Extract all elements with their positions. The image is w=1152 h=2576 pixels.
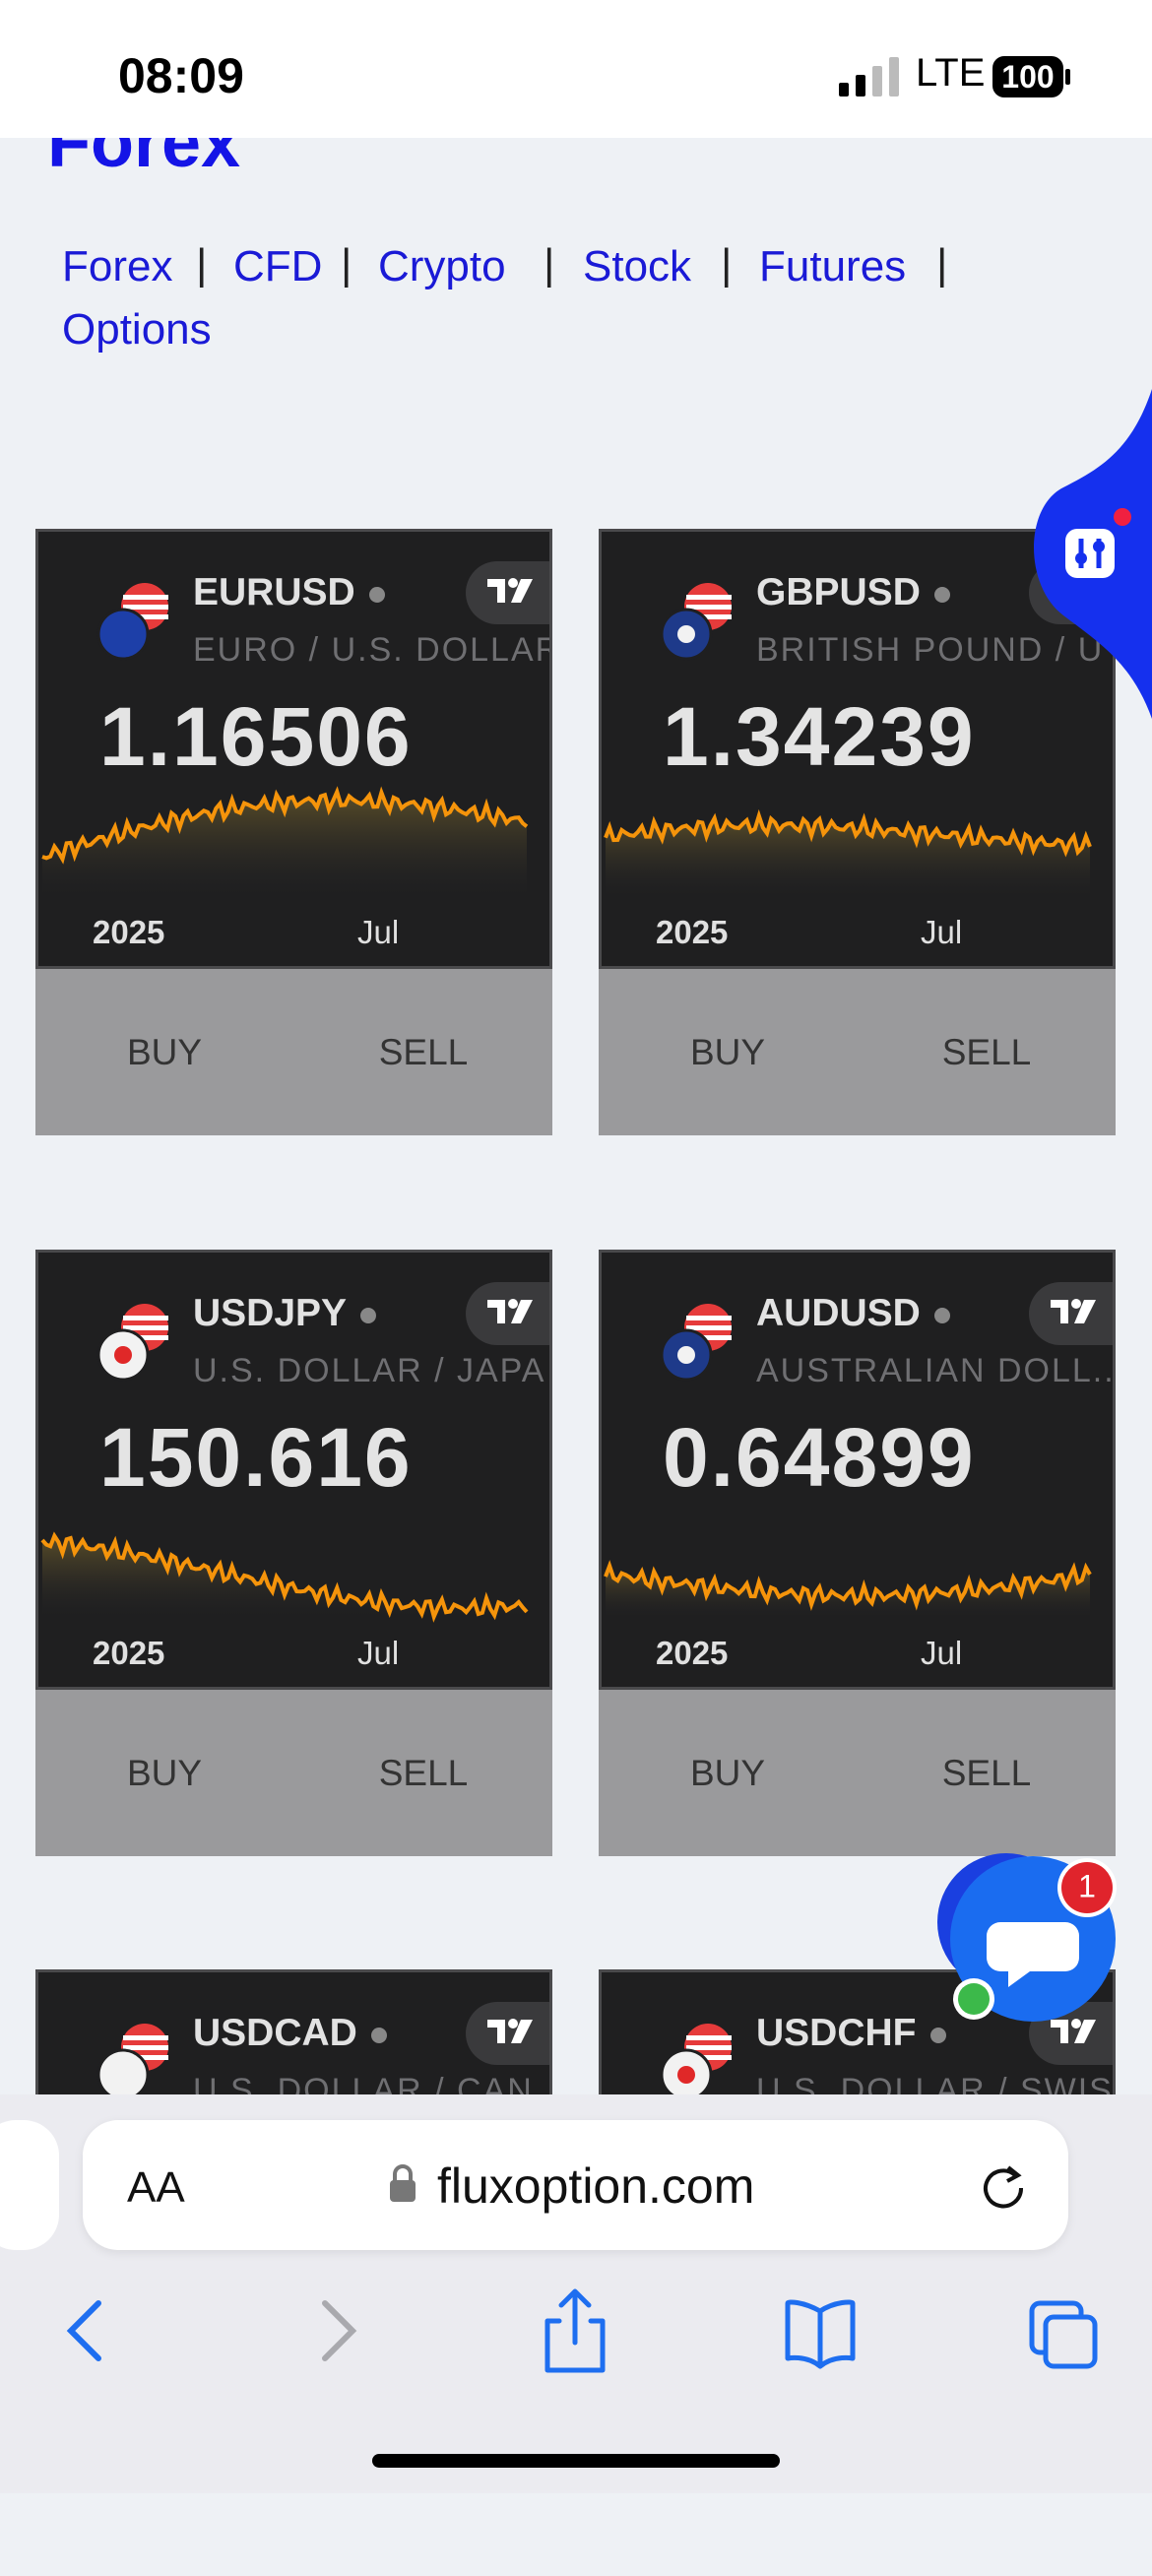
status-dot (369, 587, 385, 603)
network: LTE (916, 51, 986, 95)
nav-link[interactable]: Options (62, 305, 212, 354)
currency-flags (660, 583, 732, 661)
time-axis-label: 2025 (93, 914, 165, 950)
sell-button[interactable]: SELL (378, 1032, 469, 1072)
chart-widget: USDJPY U.S. DOLLAR / JAPA 150.616 2025 Jul (35, 1250, 552, 1690)
symbol: USDCHF (756, 2012, 917, 2054)
tradingview-logo (1029, 1282, 1113, 1345)
trade-buttons: BUY SELL (35, 1690, 552, 1856)
currency-flags (96, 1304, 168, 1382)
chart-widget: GBPUSD BRITISH POUND / U 1.34239 2025 Jul (599, 529, 1116, 969)
trade-buttons: BUY SELL (599, 969, 1116, 1135)
time-axis-label: Jul (921, 1635, 963, 1671)
side-widget[interactable] (1024, 389, 1152, 719)
market-card: EURUSD EURO / U.S. DOLLAR 1.16506 2025 Jul BU… (35, 529, 552, 1135)
url: fluxoption.com (437, 2158, 755, 2214)
price: 1.34239 (663, 690, 976, 783)
tradingview-logo (466, 1282, 549, 1345)
currency-flags (96, 2024, 168, 2101)
trade-buttons: BUY SELL (35, 969, 552, 1135)
sparkline (41, 786, 529, 896)
text-size-button[interactable]: AA (127, 2163, 185, 2212)
chat-badge: 1 (1078, 1868, 1096, 1903)
currency-flags (660, 1304, 732, 1382)
tradingview-icon (1051, 2019, 1096, 2043)
status-dot (371, 2028, 387, 2043)
time-axis-label: 2025 (656, 914, 729, 950)
nav-separator: | (341, 240, 352, 289)
chart-widget: AUDUSD AUSTRALIAN DOLL... 0.64899 2025 Jul (599, 1250, 1116, 1690)
sell-button[interactable]: SELL (378, 1753, 469, 1793)
tradingview-logo (466, 561, 549, 624)
nav-link[interactable]: Crypto (378, 242, 506, 290)
chart-widget: EURUSD EURO / U.S. DOLLAR 1.16506 2025 Jul (35, 529, 552, 969)
tradingview-icon (487, 2019, 533, 2043)
nav-separator: | (936, 240, 948, 289)
currency-flags (96, 583, 168, 661)
time-axis-label: 2025 (656, 1635, 729, 1671)
trade-buttons: BUY SELL (599, 1690, 1116, 1856)
description: U.S. DOLLAR / JAPA (193, 1352, 546, 1389)
price: 0.64899 (663, 1411, 976, 1504)
status-bar: 08:09 LTE 100 (0, 0, 1152, 138)
home-indicator (372, 2454, 780, 2468)
description: BRITISH POUND / U (756, 631, 1105, 669)
buy-button[interactable]: BUY (126, 1753, 203, 1793)
nav-link[interactable]: Forex (62, 242, 173, 290)
nav-link[interactable]: Stock (583, 242, 692, 290)
sell-button[interactable]: SELL (941, 1753, 1032, 1793)
buy-button[interactable]: BUY (689, 1032, 766, 1072)
sparkline (40, 1531, 529, 1623)
time: 08:09 (118, 48, 244, 103)
time-axis-label: 2025 (93, 1635, 165, 1671)
sparkline (604, 808, 1092, 896)
status-dot (934, 1308, 950, 1323)
tradingview-icon (487, 1299, 533, 1323)
buy-button[interactable]: BUY (126, 1032, 203, 1072)
price: 1.16506 (99, 690, 413, 783)
market-card: GBPUSD BRITISH POUND / U 1.34239 2025 Jul BUY… (599, 529, 1116, 1135)
lock-icon (390, 2164, 416, 2202)
price: 150.616 (99, 1411, 413, 1504)
nav-separator: | (544, 240, 555, 289)
battery-tip (1065, 69, 1070, 85)
reload-icon[interactable] (979, 2161, 1028, 2211)
nav-separator: | (196, 240, 208, 289)
browser-bar: AA fluxoption.com (0, 2094, 1152, 2493)
prev-tab[interactable] (0, 2120, 59, 2250)
currency-flags (660, 2024, 732, 2101)
tradingview-logo (466, 2002, 549, 2065)
toolbar (66, 2288, 1098, 2373)
status-dot (930, 2028, 946, 2043)
description: AUSTRALIAN DOLL... (756, 1352, 1116, 1389)
address-bar[interactable]: AA fluxoption.com (83, 2120, 1068, 2250)
symbol: AUDUSD (756, 1292, 921, 1334)
sell-button[interactable]: SELL (941, 1032, 1032, 1072)
description: EURO / U.S. DOLLAR (193, 631, 552, 669)
market-card: AUDUSD AUSTRALIAN DOLL... 0.64899 2025 Jul BU… (599, 1250, 1116, 1856)
symbol: USDCAD (193, 2012, 357, 2054)
tradingview-icon (487, 578, 533, 603)
market-card: USDJPY U.S. DOLLAR / JAPA 150.616 2025 Jul BU… (35, 1250, 552, 1856)
time-axis-label: Jul (357, 914, 400, 950)
nav-link[interactable]: Futures (759, 242, 907, 290)
page: fluxoption.com {"status_bar":{"time":"08… (0, 0, 1152, 2493)
sparkline (604, 1560, 1092, 1617)
battery: 100 (992, 56, 1063, 97)
nav-link[interactable]: CFD (233, 242, 323, 290)
signal-icon (839, 57, 899, 97)
screen: 08:09 LTE 100 Forex Forex | CFD | Crypto | Sto… (0, 0, 1152, 2493)
tradingview-icon (1051, 1299, 1096, 1323)
nav-separator: | (721, 240, 733, 289)
time-axis-label: Jul (921, 914, 963, 950)
symbol: EURUSD (193, 571, 355, 613)
symbol: GBPUSD (756, 571, 921, 613)
status-dot (934, 587, 950, 603)
status-dot (360, 1308, 376, 1323)
chat-button[interactable]: 1 (935, 1851, 1122, 2024)
time-axis-label: Jul (357, 1635, 400, 1671)
buy-button[interactable]: BUY (689, 1753, 766, 1793)
symbol: USDJPY (193, 1292, 348, 1334)
